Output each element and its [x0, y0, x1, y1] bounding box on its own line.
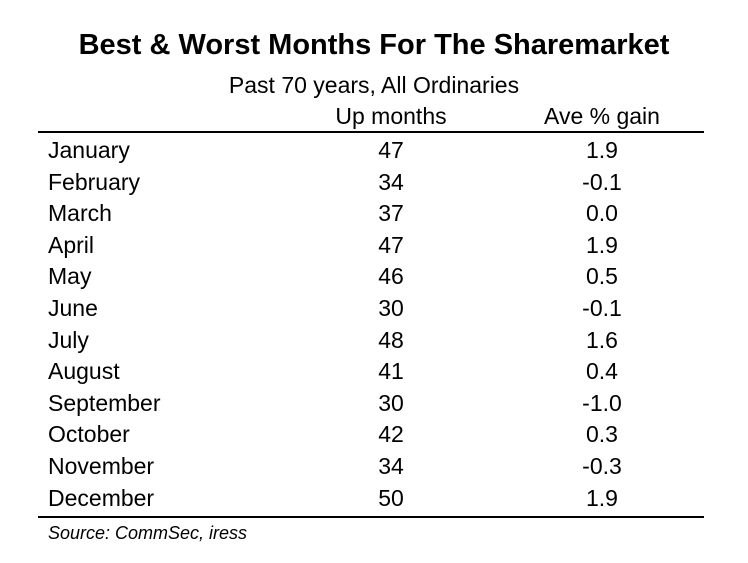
column-header-up-months: Up months: [335, 103, 447, 129]
ave-gain-cell: 0.5: [586, 263, 618, 290]
ave-gain-cell: 0.3: [586, 421, 618, 448]
chart-title: Best & Worst Months For The Sharemarket: [78, 29, 670, 61]
table-row: January 47 1.9: [0, 135, 748, 167]
ave-gain-cell: 1.9: [586, 137, 618, 163]
up-months-cell: 42: [378, 421, 404, 448]
up-months-cell: 47: [378, 137, 404, 163]
source-note: Source: CommSec, iress: [48, 523, 248, 543]
up-months-cell: 47: [378, 231, 404, 258]
table-row: October 42 0.3: [0, 419, 748, 451]
month-cell: April: [48, 231, 95, 258]
ave-gain-cell: 1.9: [586, 484, 618, 511]
up-months-cell: 48: [378, 326, 404, 353]
table-row: April 47 1.9: [0, 230, 748, 262]
header-rule: [38, 131, 704, 133]
table-row: November 34 -0.3: [0, 451, 748, 483]
ave-gain-cell: -0.1: [582, 294, 622, 321]
month-cell: February: [48, 168, 141, 195]
table-row: February 34 -0.1: [0, 167, 748, 199]
ave-gain-cell: -0.1: [582, 168, 622, 195]
month-cell: May: [48, 263, 92, 290]
column-header-ave-gain: Ave % gain: [544, 103, 660, 129]
month-cell: July: [48, 326, 89, 353]
table-row: March 37 0.0: [0, 198, 748, 230]
table-row: June 30 -0.1: [0, 293, 748, 325]
month-cell: August: [48, 358, 120, 385]
up-months-cell: 41: [378, 358, 404, 385]
table-row: May 46 0.5: [0, 261, 748, 293]
up-months-cell: 37: [378, 200, 404, 227]
ave-gain-cell: 1.6: [586, 326, 618, 353]
up-months-cell: 30: [378, 389, 404, 416]
month-cell: December: [48, 484, 155, 511]
up-months-cell: 34: [378, 168, 404, 195]
ave-gain-cell: 0.0: [586, 200, 618, 227]
month-cell: June: [48, 294, 98, 321]
table-row: July 48 1.6: [0, 325, 748, 357]
table-row: September 30 -1.0: [0, 388, 748, 420]
ave-gain-cell: 0.4: [586, 358, 618, 385]
ave-gain-cell: -1.0: [582, 389, 622, 416]
month-cell: September: [48, 389, 161, 416]
up-months-cell: 46: [378, 263, 404, 290]
month-cell: October: [48, 421, 130, 448]
table-body: January 47 1.9 February 34 -0.1 March 37 0.0 Apri…: [0, 135, 748, 514]
up-months-cell: 50: [378, 484, 404, 511]
ave-gain-cell: -0.3: [582, 452, 622, 479]
ave-gain-cell: 1.9: [586, 231, 618, 258]
chart-subtitle: Past 70 years, All Ordinaries: [228, 72, 520, 98]
month-cell: November: [48, 452, 155, 479]
month-cell: January: [48, 137, 130, 163]
table-row: December 50 1.9: [0, 483, 748, 515]
table-row: August 41 0.4: [0, 356, 748, 388]
footer-rule: [38, 516, 704, 518]
month-cell: March: [48, 200, 112, 227]
up-months-cell: 34: [378, 452, 404, 479]
up-months-cell: 30: [378, 294, 404, 321]
